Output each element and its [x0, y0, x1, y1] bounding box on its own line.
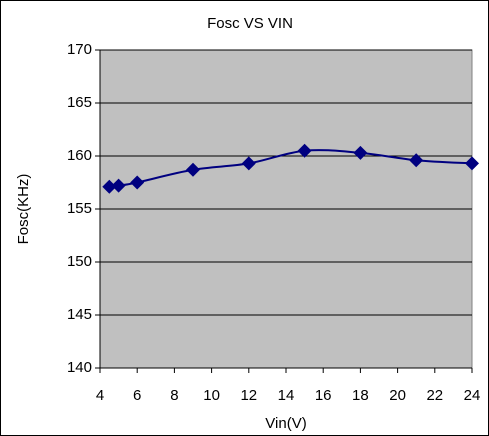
- x-axis-label: Vin(V): [265, 415, 306, 432]
- y-tick-label: 165: [67, 94, 92, 111]
- x-tick-label: 14: [278, 387, 295, 404]
- y-tick-label: 155: [67, 200, 92, 217]
- y-tick-label: 160: [67, 147, 92, 164]
- x-tick-label: 16: [315, 387, 332, 404]
- data-point: [102, 179, 117, 194]
- x-tick-label: 8: [170, 387, 178, 404]
- data-point: [241, 156, 256, 171]
- data-point: [186, 162, 200, 177]
- x-tick-label: 18: [352, 387, 369, 404]
- y-tick-label: 140: [67, 359, 92, 376]
- data-point: [130, 175, 145, 190]
- x-tick-label: 22: [426, 387, 443, 404]
- x-tick-label: 20: [389, 387, 406, 404]
- x-tick-label: 6: [133, 387, 141, 404]
- data-point: [465, 156, 479, 171]
- y-tick-label: 145: [67, 306, 92, 323]
- data-point: [111, 178, 126, 193]
- x-tick-label: 12: [240, 387, 257, 404]
- data-point: [353, 145, 368, 160]
- x-tick-label: 10: [203, 387, 220, 404]
- chart-title: Fosc VS VIN: [207, 15, 293, 32]
- x-tick-label: 24: [464, 387, 481, 404]
- data-point: [409, 153, 424, 168]
- y-tick-label: 170: [67, 41, 92, 58]
- y-axis-label: Fosc(KHz): [15, 174, 32, 245]
- data-point: [297, 143, 312, 158]
- y-tick-label: 150: [67, 253, 92, 270]
- x-tick-label: 4: [96, 387, 104, 404]
